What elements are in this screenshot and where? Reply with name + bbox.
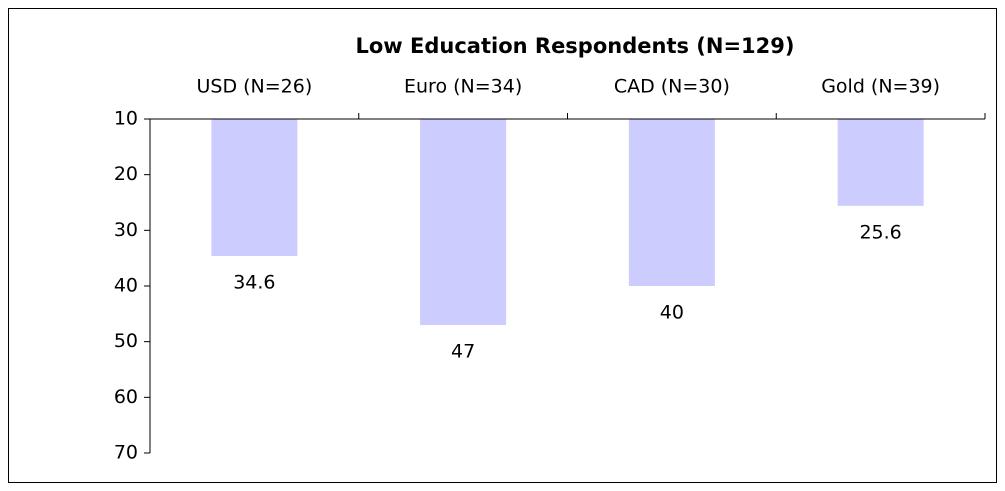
- chart-title: Low Education Respondents (N=129): [356, 34, 795, 58]
- y-tick-label: 30: [114, 219, 138, 241]
- y-tick-label: 10: [114, 108, 138, 130]
- x-tick-label: Gold (N=39): [821, 76, 940, 98]
- y-tick-label: 40: [114, 275, 138, 297]
- bar: [211, 119, 298, 256]
- y-tick-label: 20: [114, 163, 138, 185]
- data-label: 47: [451, 340, 475, 362]
- bar: [628, 119, 715, 286]
- y-tick-label: 60: [114, 386, 138, 408]
- y-tick-label: 70: [114, 442, 138, 464]
- data-label: 25.6: [859, 221, 901, 243]
- x-tick-label: Euro (N=34): [404, 76, 522, 98]
- bar: [420, 119, 507, 325]
- y-tick-label: 50: [114, 330, 138, 352]
- x-tick-label: USD (N=26): [196, 76, 312, 98]
- x-tick-label: CAD (N=30): [614, 76, 730, 98]
- data-label: 34.6: [233, 271, 275, 293]
- bar: [837, 119, 924, 206]
- data-label: 40: [660, 302, 684, 324]
